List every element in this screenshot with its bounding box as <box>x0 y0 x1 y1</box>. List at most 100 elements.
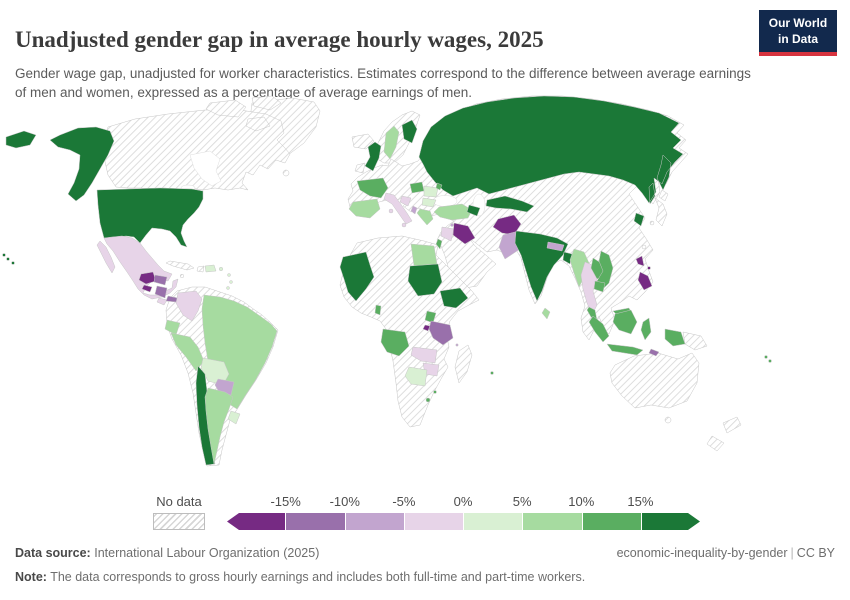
country-moldova <box>435 182 443 191</box>
country-south-korea[interactable] <box>633 212 645 227</box>
world-map[interactable] <box>0 95 850 495</box>
legend-tick-label: 0% <box>453 494 473 509</box>
country-fiji-1 <box>764 355 768 359</box>
country-honduras[interactable] <box>153 274 168 286</box>
country-mali[interactable] <box>339 251 375 302</box>
region-australia[interactable] <box>609 352 700 409</box>
region-ireland[interactable] <box>354 162 366 174</box>
country-kalimantan[interactable] <box>612 309 638 335</box>
legend-tick-label: -5% <box>392 494 416 509</box>
country-russia[interactable] <box>418 95 684 205</box>
country-tanzania[interactable] <box>428 320 454 346</box>
legend-no-data-label: No data <box>156 494 202 509</box>
legend-bin[interactable] <box>286 513 345 530</box>
legend-tick-label: 10% <box>568 494 595 509</box>
country-java[interactable] <box>606 343 644 356</box>
legend-bin[interactable] <box>642 513 700 530</box>
legend-tick-label: 15% <box>627 494 654 509</box>
country-antilles-4 <box>226 286 230 290</box>
country-colombia[interactable] <box>175 290 203 322</box>
country-uk[interactable] <box>364 141 382 172</box>
country-sri-lanka[interactable] <box>541 307 551 320</box>
country-el-salvador[interactable] <box>141 284 153 293</box>
country-west-papua[interactable] <box>664 328 686 347</box>
legend-no-data-swatch[interactable] <box>153 513 205 530</box>
legend-bin[interactable] <box>227 513 286 530</box>
country-iraq[interactable] <box>452 222 476 245</box>
legend-bin[interactable] <box>464 513 523 530</box>
region-iceland[interactable] <box>351 133 375 150</box>
country-sudan[interactable] <box>407 263 443 297</box>
country-eswatini <box>433 390 437 394</box>
country-uzbekistan[interactable] <box>485 195 535 213</box>
region-haiti <box>196 265 205 273</box>
country-bangladesh[interactable] <box>562 251 573 265</box>
country-botswana[interactable] <box>404 366 428 387</box>
region-taiwan <box>641 244 647 250</box>
country-guatemala[interactable] <box>138 271 157 285</box>
country-argentina[interactable] <box>204 387 234 465</box>
country-sulawesi[interactable] <box>640 317 652 341</box>
source-text: International Labour Organization (2025) <box>94 546 320 560</box>
country-france[interactable] <box>356 177 389 199</box>
country-costa-rica[interactable] <box>156 297 168 306</box>
country-nicaragua[interactable] <box>154 285 168 299</box>
choropleth-svg <box>2 95 772 467</box>
country-timor <box>648 348 660 357</box>
region-arctic-islands <box>205 95 282 132</box>
country-alaska[interactable] <box>5 126 115 202</box>
region-cuba[interactable] <box>165 260 195 271</box>
region-new-zealand[interactable] <box>706 416 742 452</box>
footer-note: Note: The data corresponds to gross hour… <box>15 570 585 584</box>
logo-line2: in Data <box>777 31 818 46</box>
legend-bin[interactable] <box>523 513 582 530</box>
country-mauritius <box>490 371 494 375</box>
note-label: Note: <box>15 570 47 584</box>
country-italy[interactable] <box>383 192 413 225</box>
legend-bin[interactable] <box>404 513 463 530</box>
country-philippines-south[interactable] <box>637 271 653 291</box>
region-papua-new-guinea[interactable] <box>682 331 708 351</box>
region-africa[interactable] <box>339 235 480 428</box>
legend-bin[interactable] <box>582 513 641 530</box>
country-sumatra[interactable] <box>588 315 610 343</box>
country-philippines-north[interactable] <box>635 255 645 267</box>
country-egypt[interactable] <box>410 243 438 267</box>
region-kyushu <box>649 220 655 226</box>
country-hungary[interactable] <box>409 181 425 194</box>
country-sweden[interactable] <box>383 125 400 160</box>
region-madagascar[interactable] <box>454 344 473 384</box>
owid-logo[interactable]: Our World in Data <box>759 10 837 57</box>
chart-slug-link[interactable]: economic-inequality-by-gender <box>616 546 788 560</box>
legend-bin[interactable] <box>345 513 404 530</box>
country-turkey[interactable] <box>433 203 473 221</box>
region-japan[interactable] <box>654 189 669 227</box>
country-antilles-1 <box>218 266 224 272</box>
country-spain-portugal[interactable] <box>348 198 381 219</box>
country-dominican-republic[interactable] <box>204 264 217 273</box>
country-israel[interactable] <box>435 238 443 250</box>
country-finland[interactable] <box>401 119 418 144</box>
license-link[interactable]: CC BY <box>796 546 835 560</box>
country-benin-togo <box>374 304 382 316</box>
country-peru[interactable] <box>170 332 205 372</box>
country-azerbaijan[interactable] <box>466 204 481 217</box>
country-angola[interactable] <box>380 328 410 357</box>
country-romania[interactable] <box>423 185 439 198</box>
country-zambia[interactable] <box>410 346 438 364</box>
country-antilles-2 <box>227 273 231 277</box>
legend-color-bar[interactable] <box>227 513 700 530</box>
country-croatia-bosnia[interactable] <box>399 195 412 207</box>
country-comoros <box>455 343 459 347</box>
country-pacific-islands-2 <box>6 257 10 261</box>
footer-source: Data source: International Labour Organi… <box>15 546 319 560</box>
country-nepal[interactable] <box>546 241 565 252</box>
country-greece[interactable] <box>416 208 434 226</box>
country-bulgaria[interactable] <box>421 197 437 208</box>
region-canada[interactable] <box>103 109 291 191</box>
country-syria-jordan[interactable] <box>440 226 455 242</box>
country-uruguay[interactable] <box>227 410 241 425</box>
country-cambodia[interactable] <box>593 280 606 293</box>
country-ethiopia[interactable] <box>439 287 469 309</box>
